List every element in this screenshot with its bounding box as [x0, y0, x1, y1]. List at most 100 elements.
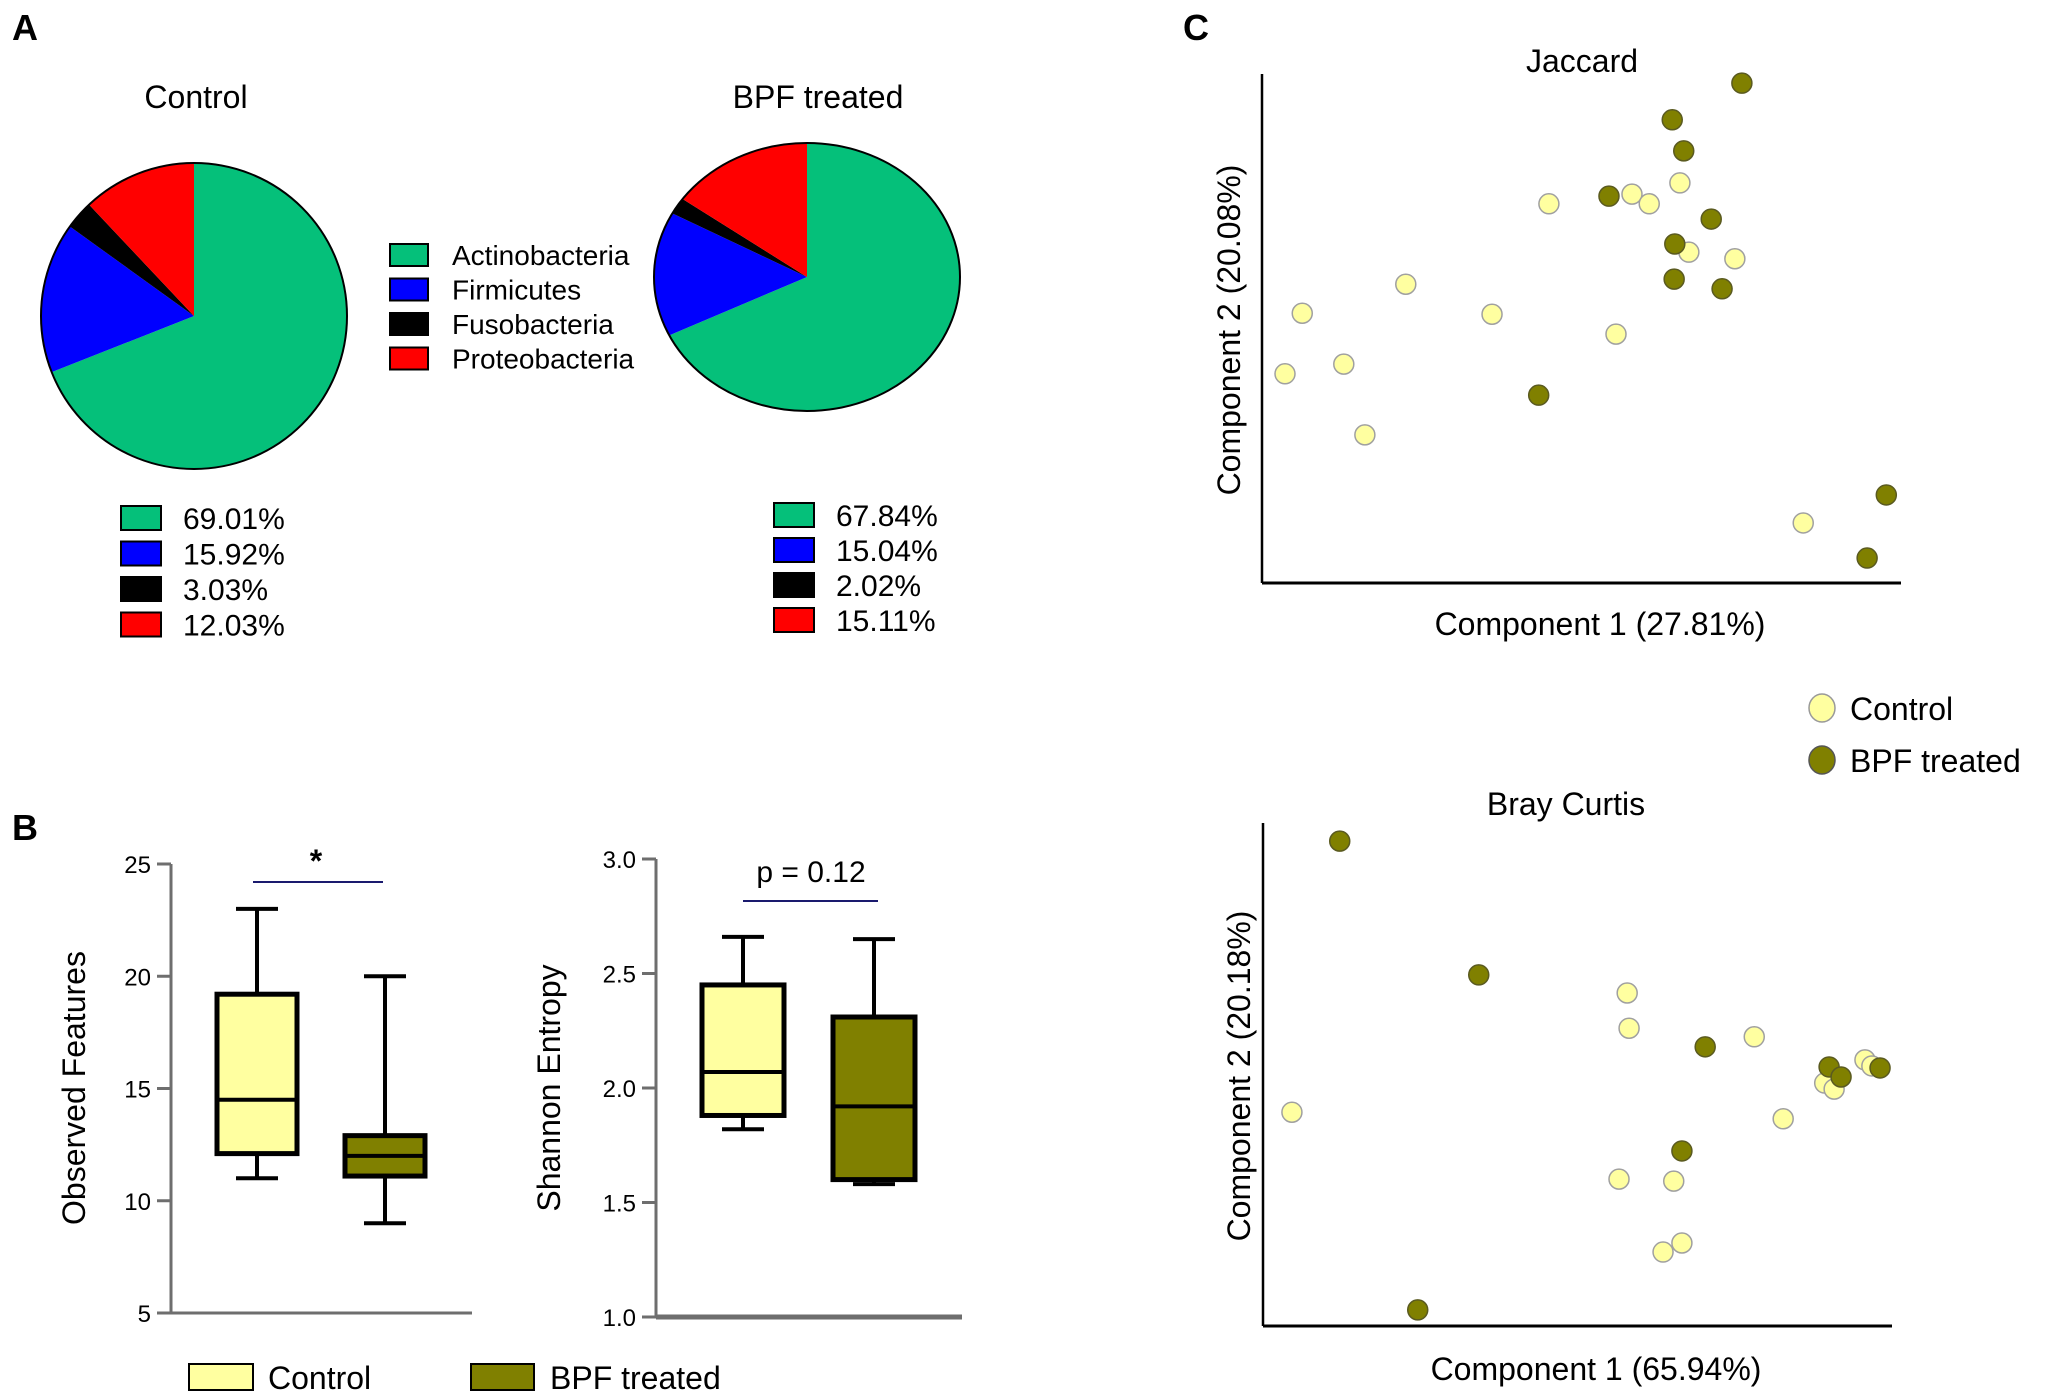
pcoa-jaccard-point-control	[1605, 323, 1627, 345]
box-shannon-entropy: Shannon Entropy p = 0.12 1.0 1.5 2.0 2.5 3.0	[531, 847, 962, 1332]
pcoa-jaccard-point-control	[1291, 302, 1314, 324]
pcoa-jaccard-point-bpf	[1711, 278, 1733, 300]
panel-label-a: A	[12, 7, 38, 48]
box-shannon-y-tick-label: 2.5	[603, 962, 636, 989]
box-observed-y-tick-label: 5	[138, 1301, 151, 1328]
pie-bpf-slice-firmicutes	[654, 213, 807, 336]
box-shannon-significance: p = 0.12	[756, 856, 865, 889]
pcoa-bray-point-control	[1671, 1232, 1693, 1254]
legend-swatch-bpf	[470, 1363, 535, 1391]
phylum-legend-swatch-firmicutes	[389, 277, 429, 302]
box-observed-y-tick-label: 10	[124, 1189, 151, 1216]
pie-control-value-swatch	[120, 540, 162, 567]
pcoa-bray-title: Bray Curtis	[1487, 786, 1645, 822]
box-shannon-y-tick-label: 1.5	[603, 1191, 636, 1218]
pcoa-bray-point-control	[1662, 1170, 1685, 1192]
box-shannon-control-box	[699, 982, 787, 1118]
pcoa-jaccard-point-control	[1274, 363, 1296, 385]
group-legend-pcoa: Control BPF treated	[1808, 691, 2021, 779]
box-observed-y-tick-label: 15	[124, 1077, 151, 1104]
phylum-legend-label-firmicutes: Firmicutes	[452, 275, 581, 306]
pie-control-group: Control 69.01%15.92%3.03%12.03%	[40, 79, 348, 643]
phylum-legend-swatch-proteobacteria	[389, 346, 429, 371]
legend-label-bpf: BPF treated	[550, 1360, 721, 1396]
box-observed-significance: *	[310, 843, 323, 879]
pie-bpf-value-swatch	[773, 572, 815, 598]
pcoa-bray-point-bpf	[1830, 1066, 1852, 1088]
pcoa-bray-point-control	[1772, 1108, 1794, 1130]
pcoa-bray-point-control	[1743, 1026, 1765, 1048]
panel-label-b: B	[12, 807, 38, 848]
pcoa-bray-point-bpf	[1671, 1140, 1693, 1162]
pie-control-value-label: 3.03%	[183, 574, 268, 607]
box-shannon-y-tick-label: 1.0	[603, 1305, 636, 1332]
pie-control-value-label: 15.92%	[183, 539, 285, 572]
pcoa-jaccard-point-bpf	[1731, 72, 1753, 94]
box-shannon-bpf-box	[830, 1014, 918, 1183]
pcoa-jaccard-point-bpf	[1875, 484, 1898, 506]
pcoa-bray-point-bpf	[1467, 964, 1490, 986]
pcoa-jaccard-ylabel: Component 2 (20.08%)	[1211, 165, 1247, 496]
pie-control-value-label: 69.01%	[183, 503, 285, 536]
phylum-legend-swatch-actinobacteria	[389, 243, 429, 267]
pcoa-legend-label-control: Control	[1850, 691, 1953, 727]
pie-control-value-legend: 69.01%15.92%3.03%12.03%	[120, 503, 285, 643]
pcoa-jaccard-point-control	[1354, 424, 1376, 446]
box-shannon-y-tick-label: 2.0	[603, 1076, 636, 1103]
pcoa-jaccard-point-bpf	[1663, 268, 1685, 290]
pie-control-value-swatch	[120, 505, 162, 531]
pie-bpf-value-swatch	[773, 537, 815, 563]
pcoa-jaccard-point-control	[1395, 273, 1417, 295]
pcoa-jaccard-point-bpf	[1672, 140, 1695, 162]
pcoa-jaccard-point-bpf	[1664, 233, 1686, 255]
pcoa-jaccard-title: Jaccard	[1526, 43, 1638, 79]
group-legend-boxplot: Control BPF treated	[188, 1360, 721, 1396]
pie-bpf-title: BPF treated	[733, 79, 904, 115]
pcoa-jaccard-point-control	[1481, 303, 1503, 325]
pcoa-jaccard-point-control	[1333, 353, 1355, 375]
pie-bpf-value-swatch	[773, 502, 815, 528]
pcoa-jaccard-point-bpf	[1856, 547, 1878, 569]
pie-control-slice-actinobacteria	[51, 163, 348, 469]
pie-control-slices	[40, 162, 348, 470]
pie-bpf-outline	[653, 142, 961, 412]
pie-bpf-slice-fusobacteria	[672, 198, 807, 277]
pcoa-bray-point-control	[1616, 982, 1638, 1004]
legend-label-control: Control	[268, 1360, 371, 1396]
pie-control-title: Control	[144, 79, 247, 115]
pie-bpf-value-label: 15.04%	[836, 535, 938, 568]
pcoa-bray-point-control	[1618, 1017, 1640, 1039]
pie-control-slice-firmicutes	[41, 226, 195, 373]
box-observed-control-box	[214, 991, 300, 1157]
box-shannon-ylabel: Shannon Entropy	[531, 964, 567, 1211]
pie-control-value-swatch	[120, 576, 162, 602]
pcoa-jaccard-point-bpf	[1700, 208, 1722, 230]
pie-bpf-group: BPF treated 67.84%15.04%2.02%15.11%	[653, 79, 961, 638]
pie-bpf-slices	[653, 142, 961, 412]
pcoa-jaccard-point-control	[1538, 193, 1560, 215]
pcoa-bray-point-bpf	[1694, 1036, 1716, 1058]
pcoa-jaccard-point-bpf	[1661, 109, 1683, 131]
box-observed-y-tick-label: 25	[124, 852, 151, 879]
phylum-legend-label-fusobacteria: Fusobacteria	[452, 309, 614, 340]
pcoa-bray-point-bpf	[1869, 1057, 1891, 1079]
pie-control-value-label: 12.03%	[183, 610, 285, 643]
pcoa-jaccard: Jaccard Component 1 (27.81%) Component 2…	[1211, 43, 1901, 642]
pcoa-jaccard-point-control	[1792, 512, 1814, 534]
box-shannon-y-tick-label: 3.0	[603, 847, 636, 874]
pcoa-bray-xlabel: Component 1 (65.94%)	[1431, 1351, 1762, 1387]
pcoa-bray-curtis: Bray Curtis Component 1 (65.94%) Compone…	[1221, 786, 1892, 1387]
box-observed-features: Observed Features * 5 10 15 20 25	[56, 843, 472, 1328]
pcoa-jaccard-point-control	[1669, 172, 1691, 194]
box-observed-y-tick-label: 20	[124, 964, 151, 991]
pie-bpf-value-label: 2.02%	[836, 570, 921, 603]
pie-control-value-swatch	[120, 611, 162, 638]
phylum-legend-label-proteobacteria: Proteobacteria	[452, 344, 635, 375]
pie-bpf-slice-actinobacteria	[669, 143, 960, 411]
box-observed-ylabel: Observed Features	[56, 951, 92, 1225]
pcoa-bray-point-control	[1608, 1168, 1630, 1190]
pcoa-bray-ylabel: Component 2 (20.18%)	[1221, 911, 1257, 1242]
pcoa-jaccard-point-bpf	[1598, 185, 1620, 207]
